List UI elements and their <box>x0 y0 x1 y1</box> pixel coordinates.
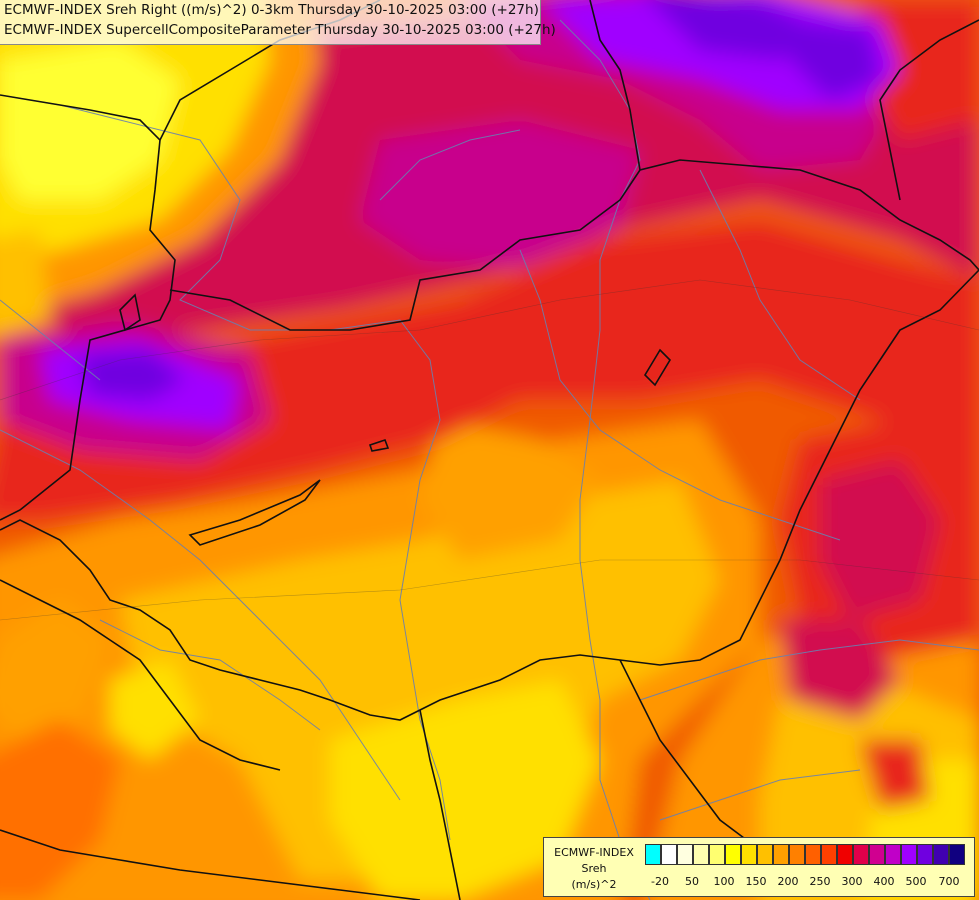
legend-swatch <box>789 844 805 865</box>
header-line-2: ECMWF-INDEX SupercellCompositeParameter … <box>4 22 556 38</box>
legend-swatch <box>645 844 661 865</box>
legend-swatch <box>677 844 693 865</box>
contour-lines <box>0 279 979 621</box>
legend-swatch <box>693 844 709 865</box>
legend-swatch <box>837 844 853 865</box>
map-header: ECMWF-INDEX Sreh Right ((m/s)^2) 0-3km T… <box>0 0 556 45</box>
legend-swatch <box>869 844 885 865</box>
legend-tick-label: 100 <box>713 875 735 888</box>
legend-swatch <box>709 844 725 865</box>
legend-swatch <box>949 844 965 865</box>
legend-tick-label: -20 <box>651 875 669 888</box>
legend-title-1: ECMWF-INDEX <box>554 846 634 859</box>
legend-swatch <box>757 844 773 865</box>
legend-swatch <box>917 844 933 865</box>
legend-title-3: (m/s)^2 <box>571 878 617 891</box>
header-line-1: ECMWF-INDEX Sreh Right ((m/s)^2) 0-3km T… <box>4 2 539 18</box>
legend-swatch <box>773 844 789 865</box>
legend-tick-label: 150 <box>745 875 767 888</box>
color-legend: ECMWF-INDEX Sreh (m/s)^2 -20 50 100 150 200 2… <box>543 837 975 897</box>
legend-swatch <box>853 844 869 865</box>
legend-tick-label: 700 <box>938 875 960 888</box>
legend-tick-label: 50 <box>685 875 699 888</box>
legend-tick-label: 250 <box>809 875 831 888</box>
legend-tick-label: 400 <box>873 875 895 888</box>
legend-swatch <box>933 844 949 865</box>
legend-swatch <box>725 844 741 865</box>
legend-title-2: Sreh <box>581 862 607 875</box>
legend-swatch <box>821 844 837 865</box>
legend-swatch <box>885 844 901 865</box>
legend-swatch <box>805 844 821 865</box>
legend-swatch <box>661 844 677 865</box>
legend-tick-label: 300 <box>841 875 863 888</box>
legend-tick-label: 500 <box>905 875 927 888</box>
legend-tick-label: 200 <box>777 875 799 888</box>
legend-swatch <box>901 844 917 865</box>
legend-swatch <box>741 844 757 865</box>
